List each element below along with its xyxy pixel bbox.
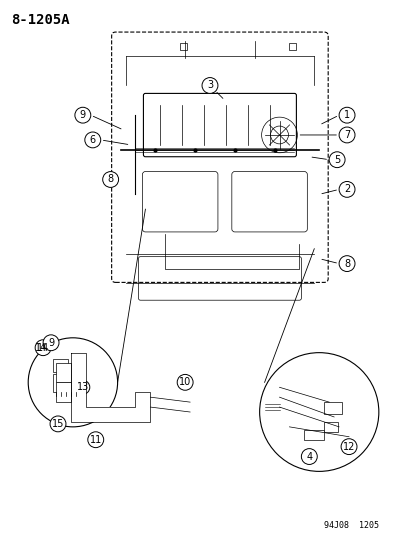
Circle shape [85, 132, 100, 148]
Text: 4: 4 [306, 451, 312, 462]
Circle shape [75, 107, 90, 123]
Circle shape [338, 181, 354, 197]
Text: 13: 13 [76, 382, 89, 392]
Text: 8-1205A: 8-1205A [11, 13, 70, 27]
Circle shape [88, 432, 103, 448]
Circle shape [102, 172, 118, 188]
Text: 14: 14 [37, 343, 49, 353]
Bar [56, 382, 71, 402]
Circle shape [28, 338, 117, 427]
Text: 8: 8 [343, 259, 349, 269]
Bar [323, 402, 341, 414]
Text: 9: 9 [80, 110, 85, 120]
Circle shape [177, 374, 192, 390]
Text: 3: 3 [206, 80, 213, 91]
Text: 5: 5 [333, 155, 339, 165]
Circle shape [340, 439, 356, 455]
Circle shape [76, 381, 90, 394]
Bar [53, 374, 75, 392]
Circle shape [35, 340, 51, 356]
Text: 2: 2 [343, 184, 349, 195]
Bar [323, 422, 337, 432]
Circle shape [328, 152, 344, 167]
Text: 9: 9 [48, 338, 54, 348]
Text: 94J08  1205: 94J08 1205 [323, 521, 378, 530]
Bar [56, 362, 71, 382]
Text: 14: 14 [35, 343, 47, 353]
Text: 8: 8 [107, 174, 114, 184]
Text: 11: 11 [89, 435, 102, 445]
Circle shape [50, 416, 66, 432]
Text: 10: 10 [178, 377, 191, 387]
Text: 12: 12 [342, 442, 354, 451]
Circle shape [43, 335, 59, 351]
Bar [180, 43, 187, 50]
Text: 1: 1 [343, 110, 349, 120]
Circle shape [301, 449, 316, 464]
Text: 7: 7 [343, 130, 349, 140]
Circle shape [338, 127, 354, 143]
Circle shape [259, 353, 378, 471]
Bar [304, 430, 323, 440]
Circle shape [202, 78, 217, 93]
Text: 15: 15 [52, 419, 64, 429]
Circle shape [338, 107, 354, 123]
Text: 6: 6 [90, 135, 95, 145]
Circle shape [338, 256, 354, 271]
Bar [53, 359, 68, 373]
Polygon shape [71, 353, 150, 422]
Bar [289, 43, 296, 50]
